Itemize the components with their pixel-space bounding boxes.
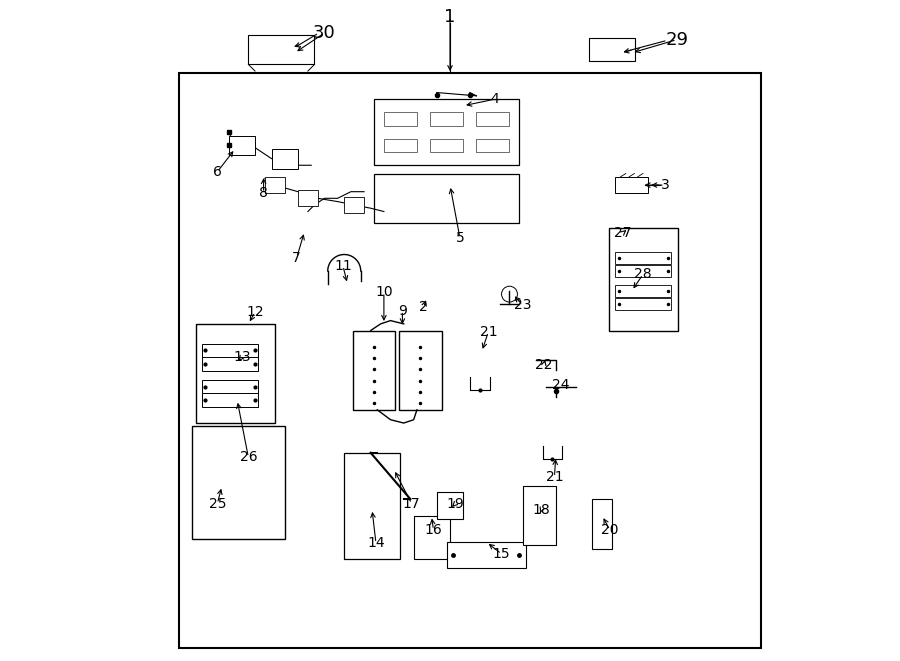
Bar [353,330,395,410]
Bar [589,38,635,61]
Text: 7: 7 [292,251,301,265]
Bar [248,34,314,64]
Bar [193,426,284,539]
Text: 15: 15 [492,547,510,561]
Text: 12: 12 [247,305,264,319]
Bar [430,112,464,126]
Text: 29: 29 [665,30,688,49]
Text: 26: 26 [239,450,257,465]
Bar [179,73,760,648]
Bar [195,324,274,423]
Bar [592,499,612,549]
Bar [430,139,464,152]
Text: 21: 21 [545,470,563,485]
Bar [616,265,671,277]
Text: 13: 13 [233,350,250,364]
Text: 28: 28 [634,267,652,282]
Text: 18: 18 [532,503,550,518]
Text: 5: 5 [455,231,464,245]
Text: 27: 27 [615,225,632,240]
Text: 16: 16 [425,523,442,537]
Text: 10: 10 [375,285,392,299]
Bar [384,139,417,152]
Text: 9: 9 [398,303,407,318]
Bar [272,149,298,169]
Text: 1: 1 [445,7,455,26]
Text: 22: 22 [536,358,553,372]
Text: 4: 4 [491,92,500,106]
Text: 3: 3 [661,178,670,192]
Bar [202,380,258,393]
Bar [374,99,519,165]
Bar [436,492,464,519]
Bar [616,298,671,310]
Text: 19: 19 [446,496,464,511]
Bar [202,393,258,407]
Text: 6: 6 [213,165,221,179]
Bar [265,177,284,193]
Text: 23: 23 [514,298,532,313]
Bar [446,542,526,568]
Text: 2: 2 [419,300,428,315]
Text: 25: 25 [209,496,226,511]
Text: 8: 8 [259,186,268,200]
Bar [344,197,364,213]
Bar [476,112,509,126]
Bar [202,344,258,358]
Bar [616,252,671,264]
Text: 14: 14 [367,536,385,551]
Text: 30: 30 [313,24,336,42]
Bar [616,285,671,297]
Bar [616,176,648,193]
Bar [476,139,509,152]
Bar [384,112,417,126]
Text: 24: 24 [553,377,570,392]
Text: 20: 20 [601,523,618,537]
Text: 17: 17 [403,496,420,511]
Bar [608,228,678,330]
Bar [344,453,400,559]
Bar [202,357,258,371]
Bar [523,486,556,545]
Bar [414,516,450,559]
Bar [374,173,519,223]
Bar [298,190,318,206]
Bar [229,136,255,155]
Text: 11: 11 [334,258,352,273]
Bar [399,330,442,410]
Text: 21: 21 [480,325,497,339]
